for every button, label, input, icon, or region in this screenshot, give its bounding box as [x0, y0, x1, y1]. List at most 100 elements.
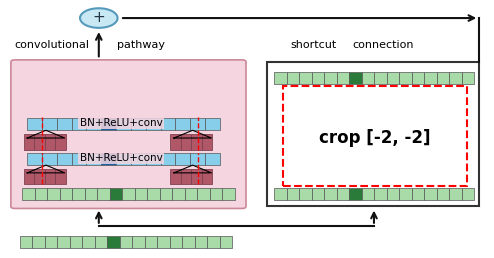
Bar — [146, 118, 161, 130]
Bar — [27, 118, 42, 130]
Bar — [374, 188, 387, 200]
Bar — [287, 188, 299, 200]
Bar — [387, 72, 399, 84]
Bar — [209, 188, 222, 200]
Bar — [57, 153, 72, 165]
Bar — [190, 118, 205, 130]
Bar — [20, 236, 32, 248]
Bar — [181, 169, 191, 184]
Bar — [202, 134, 212, 150]
Bar — [399, 188, 412, 200]
Bar — [146, 153, 161, 165]
Bar — [399, 72, 412, 84]
Bar — [190, 153, 205, 165]
Bar — [24, 169, 34, 184]
Bar — [287, 72, 299, 84]
Bar — [324, 188, 337, 200]
Bar — [312, 188, 324, 200]
Bar — [424, 188, 437, 200]
Bar — [337, 188, 349, 200]
Bar — [86, 153, 101, 165]
Bar — [462, 72, 474, 84]
Bar — [205, 153, 220, 165]
Bar — [462, 188, 474, 200]
Bar — [170, 134, 181, 150]
Bar — [185, 188, 197, 200]
Bar — [44, 134, 55, 150]
Bar — [135, 188, 147, 200]
Bar — [299, 72, 312, 84]
Bar — [191, 134, 202, 150]
Text: BN+ReLU+conv: BN+ReLU+conv — [80, 153, 163, 163]
Text: +: + — [92, 10, 105, 25]
Bar — [437, 72, 449, 84]
Bar — [172, 188, 185, 200]
Bar — [72, 188, 84, 200]
Bar — [181, 134, 191, 150]
Bar — [22, 188, 35, 200]
Bar — [387, 188, 399, 200]
Bar — [32, 236, 45, 248]
Bar — [84, 188, 97, 200]
Bar — [412, 188, 424, 200]
Bar — [132, 236, 145, 248]
Bar — [34, 134, 45, 150]
Bar — [175, 153, 190, 165]
Bar — [160, 188, 172, 200]
Bar — [299, 188, 312, 200]
Bar — [437, 188, 449, 200]
Bar — [157, 236, 170, 248]
Bar — [145, 236, 157, 248]
Bar — [202, 169, 212, 184]
Text: pathway: pathway — [117, 40, 165, 50]
Text: crop [-2, -2]: crop [-2, -2] — [319, 129, 430, 147]
Bar — [274, 72, 287, 84]
Bar — [107, 236, 120, 248]
Bar — [147, 188, 160, 200]
Bar — [220, 236, 232, 248]
Text: connection: connection — [352, 40, 413, 50]
Bar — [60, 188, 72, 200]
Bar — [362, 72, 374, 84]
Bar — [274, 188, 287, 200]
Bar — [72, 118, 86, 130]
Bar — [86, 118, 101, 130]
Bar — [362, 188, 374, 200]
Bar — [283, 86, 467, 186]
Bar — [170, 169, 181, 184]
Text: BN+ReLU+conv: BN+ReLU+conv — [80, 118, 163, 127]
Bar — [182, 236, 195, 248]
Bar — [222, 188, 235, 200]
Bar — [170, 236, 182, 248]
Bar — [101, 118, 116, 130]
Bar — [120, 236, 132, 248]
Circle shape — [80, 8, 118, 28]
Bar — [449, 188, 462, 200]
Bar — [197, 188, 209, 200]
Bar — [312, 72, 324, 84]
Bar — [55, 169, 66, 184]
Bar — [337, 72, 349, 84]
Bar — [47, 188, 60, 200]
Bar — [82, 236, 95, 248]
Bar — [95, 236, 107, 248]
Bar — [24, 134, 34, 150]
Text: shortcut: shortcut — [290, 40, 337, 50]
Bar — [116, 118, 131, 130]
Bar — [110, 188, 122, 200]
Bar — [191, 169, 202, 184]
Bar — [131, 118, 146, 130]
Bar — [374, 72, 387, 84]
Bar — [57, 118, 72, 130]
Bar — [131, 153, 146, 165]
Bar — [35, 188, 47, 200]
Text: convolutional: convolutional — [14, 40, 89, 50]
Bar — [161, 118, 175, 130]
Bar — [175, 118, 190, 130]
FancyBboxPatch shape — [11, 60, 246, 208]
Bar — [324, 72, 337, 84]
Bar — [44, 169, 55, 184]
Bar — [412, 72, 424, 84]
Bar — [349, 188, 362, 200]
Bar — [449, 72, 462, 84]
